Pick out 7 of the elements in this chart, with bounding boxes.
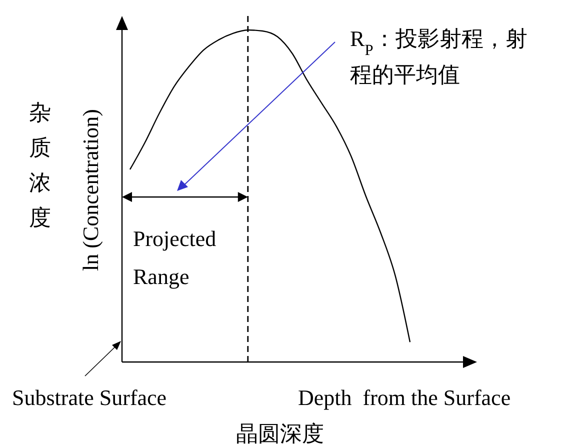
- annotation: R$_{P}$：投影射程，射程的平均值: [350, 26, 528, 87]
- annotation: Projected Range: [133, 226, 216, 289]
- text: 杂质浓度: [29, 100, 51, 230]
- text: Depth from the Surface: [298, 385, 511, 410]
- text: Substrate Surface: [12, 385, 167, 410]
- y-axis-title: ln (Concentration): [78, 109, 103, 271]
- x-axis-title: 晶圆深度: [236, 421, 324, 446]
